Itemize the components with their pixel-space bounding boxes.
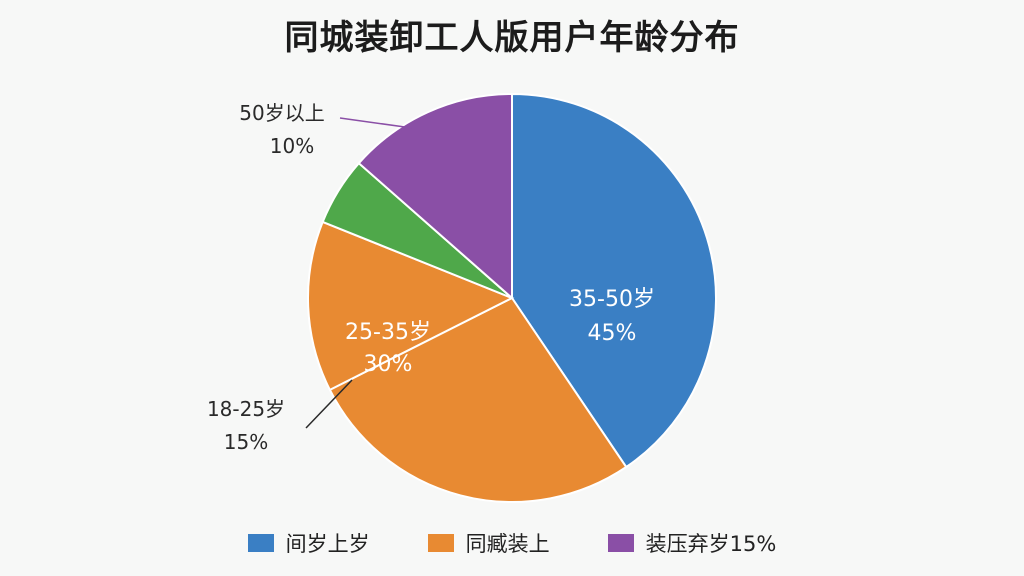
slice-percent-35-50: 45%: [588, 321, 637, 346]
outside-percent-50plus: 10%: [270, 134, 314, 158]
chart-title: 同城装卸工人版用户年龄分布: [284, 18, 740, 58]
legend-item-blue: 间岁上岁: [247, 528, 370, 558]
legend: 间岁上岁 同臧装上 装压弃岁15%: [0, 528, 1024, 558]
legend-label: 装压弃岁15%: [645, 532, 777, 556]
slice-25-35: [328, 296, 628, 503]
legend-label: 同臧装上: [465, 532, 550, 556]
slice-label-35-50: 35-50岁: [569, 287, 655, 312]
leader-line-18-25: [305, 379, 353, 429]
slice-50plus: [357, 92, 513, 301]
slice-35-50: [511, 92, 717, 469]
slice-percent-25-35: 30%: [364, 352, 413, 377]
legend-swatch-blue: [247, 534, 274, 552]
slice-18-25: [307, 220, 515, 392]
legend-label: 间岁上岁: [285, 532, 370, 556]
outside-percent-18-25: 15%: [224, 430, 268, 454]
leader-line-50plus: [339, 117, 413, 129]
outside-label-18-25: 18-25岁: [207, 397, 285, 421]
legend-item-orange: 同臧装上: [427, 528, 550, 558]
legend-swatch-purple: [607, 534, 634, 552]
legend-item-purple: 装压弃岁15%: [607, 528, 777, 558]
slice-label-25-35: 25-35岁: [345, 320, 431, 345]
legend-swatch-orange: [427, 534, 454, 552]
outside-label-50plus: 50岁以上: [239, 101, 324, 125]
